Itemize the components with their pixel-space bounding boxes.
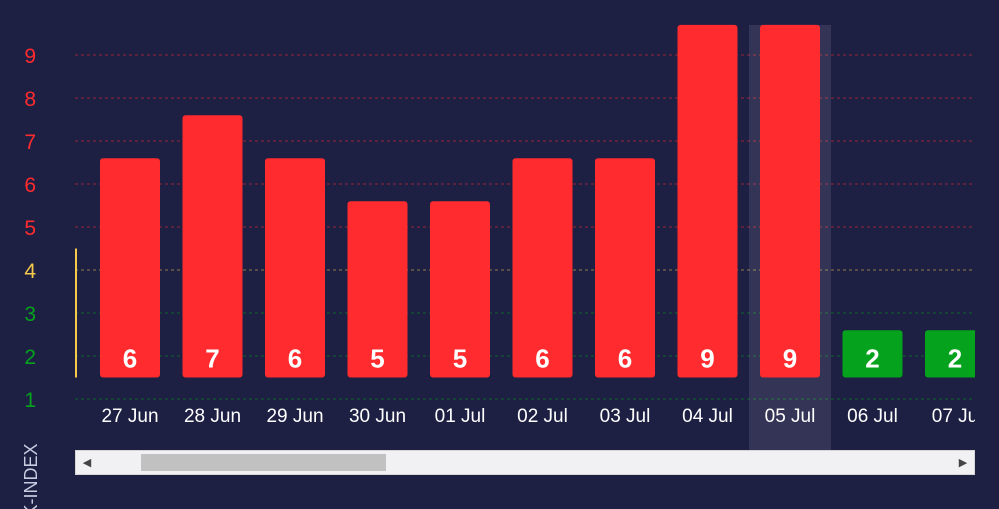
bar[interactable]: [512, 158, 573, 378]
bar[interactable]: [100, 158, 160, 378]
bar[interactable]: [760, 24, 820, 378]
bar[interactable]: [677, 24, 738, 378]
bar[interactable]: [925, 330, 985, 378]
y-axis-ticks: 1 2 3 4 5 6 7 8 9: [24, 45, 36, 412]
x-tick-label: 06 Jul: [847, 406, 898, 427]
y-tick-label: 5: [24, 217, 36, 240]
bar-value-label: 6: [123, 344, 137, 374]
bar-value-label: 5: [453, 344, 467, 374]
y-tick-label: 9: [24, 45, 36, 68]
x-tick-label: 29 Jun: [266, 406, 323, 427]
bar[interactable]: [842, 330, 903, 378]
x-axis-ticks: n 27 Jun 28 Jun 29 Jun 30 Jun 01 Jul 02 Jul 03 …: [54, 406, 978, 427]
scroll-thumb[interactable]: [141, 454, 386, 471]
bars: 6 7 6 5 5 6 6 9 9 2 2: [100, 24, 985, 378]
x-tick-label: 04 Jul: [682, 406, 733, 427]
x-tick-label: 07 Ju: [932, 406, 978, 427]
x-tick-label: n: [54, 406, 65, 427]
bar-value-label: 6: [535, 344, 549, 374]
bar[interactable]: [347, 201, 408, 378]
y-tick-label: 1: [24, 389, 36, 412]
bar-value-label: 7: [205, 344, 219, 374]
bar[interactable]: [182, 115, 243, 378]
x-tick-label: 05 Jul: [765, 406, 816, 427]
y-tick-label: 6: [24, 174, 36, 197]
bar-value-label: 2: [948, 344, 962, 374]
x-tick-label: 28 Jun: [184, 406, 241, 427]
y-tick-label: 8: [24, 88, 36, 111]
bar-value-label: 2: [865, 344, 879, 374]
bar[interactable]: [430, 201, 490, 378]
x-tick-label: 03 Jul: [600, 406, 651, 427]
bar-value-label: 6: [288, 344, 302, 374]
x-tick-label: 27 Jun: [101, 406, 158, 427]
scroll-right-arrow-icon[interactable]: ▶: [958, 457, 968, 469]
y-tick-label: 2: [24, 346, 36, 369]
bar-value-label: 9: [700, 344, 714, 374]
x-tick-label: 30 Jun: [349, 406, 406, 427]
bar-value-label: 6: [618, 344, 632, 374]
scroll-left-arrow-icon[interactable]: ◀: [82, 457, 92, 469]
bar[interactable]: [595, 158, 655, 378]
y-axis-title: K-INDEX: [21, 443, 41, 509]
y-tick-label: 4: [24, 260, 36, 283]
bar[interactable]: [265, 158, 325, 378]
bar-value-label: 9: [783, 344, 797, 374]
bar-value-label: 5: [370, 344, 384, 374]
x-tick-label: 01 Jul: [435, 406, 486, 427]
y-tick-label: 7: [24, 131, 36, 154]
horizontal-scrollbar[interactable]: ◀ ▶: [75, 450, 975, 475]
x-tick-label: 02 Jul: [517, 406, 568, 427]
y-tick-label: 3: [24, 303, 36, 326]
